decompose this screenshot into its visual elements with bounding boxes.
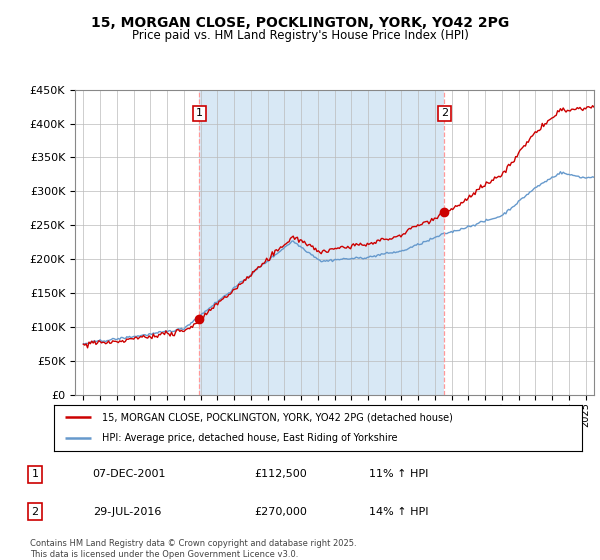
Text: £112,500: £112,500 (254, 469, 307, 479)
Text: 2: 2 (441, 108, 448, 118)
Text: 11% ↑ HPI: 11% ↑ HPI (369, 469, 428, 479)
Text: Contains HM Land Registry data © Crown copyright and database right 2025.
This d: Contains HM Land Registry data © Crown c… (30, 539, 356, 559)
Text: 29-JUL-2016: 29-JUL-2016 (92, 507, 161, 517)
Text: 14% ↑ HPI: 14% ↑ HPI (369, 507, 428, 517)
Text: HPI: Average price, detached house, East Riding of Yorkshire: HPI: Average price, detached house, East… (101, 433, 397, 444)
Bar (199, 90, 445, 395)
Text: 1: 1 (196, 108, 203, 118)
Text: 15, MORGAN CLOSE, POCKLINGTON, YORK, YO42 2PG: 15, MORGAN CLOSE, POCKLINGTON, YORK, YO4… (91, 16, 509, 30)
Text: 15, MORGAN CLOSE, POCKLINGTON, YORK, YO42 2PG (detached house): 15, MORGAN CLOSE, POCKLINGTON, YORK, YO4… (101, 412, 452, 422)
Text: 1: 1 (32, 469, 38, 479)
Text: 2: 2 (31, 507, 38, 517)
Text: £270,000: £270,000 (254, 507, 307, 517)
Text: Price paid vs. HM Land Registry's House Price Index (HPI): Price paid vs. HM Land Registry's House … (131, 29, 469, 42)
Text: 07-DEC-2001: 07-DEC-2001 (92, 469, 166, 479)
